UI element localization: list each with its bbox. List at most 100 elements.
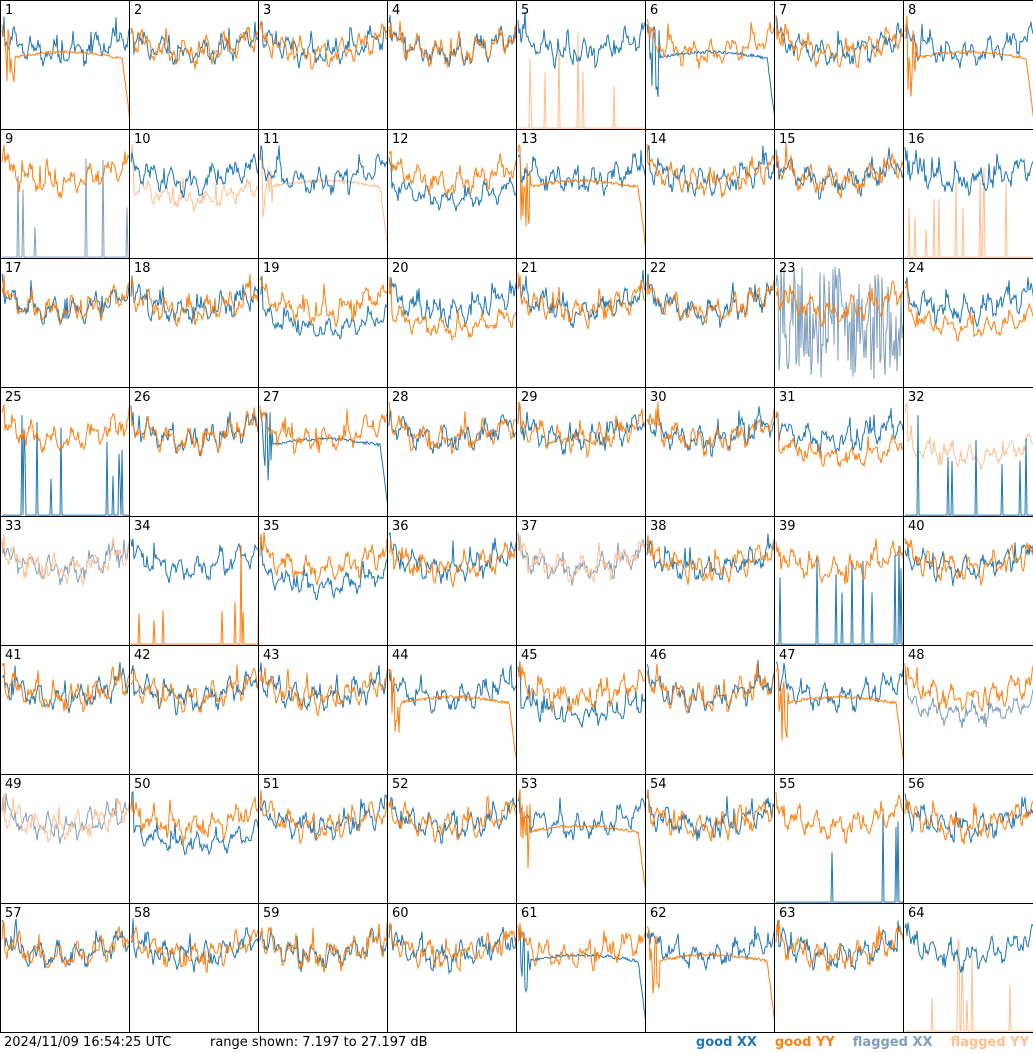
series-xx-good: [1, 662, 129, 714]
panel-number: 53: [521, 777, 538, 792]
panel-plot: [904, 537, 1033, 587]
series-xx-good: [130, 918, 258, 973]
antenna-panel: 6: [645, 0, 775, 130]
series-yy-flagged: [1, 792, 129, 843]
panel-number: 25: [5, 390, 22, 405]
panel-plot: [904, 403, 1033, 516]
antenna-panel: 34: [129, 516, 259, 646]
antenna-panel: 38: [645, 516, 775, 646]
series-yy-good: [388, 20, 516, 68]
legend-good-yy: good YY: [774, 1035, 835, 1050]
antenna-panel: 42: [129, 645, 259, 775]
panel-number: 5: [521, 3, 530, 18]
panel-plot: [646, 533, 774, 585]
antenna-panel: 17: [0, 258, 130, 388]
series-xx-good: [775, 15, 903, 66]
series-xx-good: [130, 275, 258, 325]
antenna-panel: 55: [774, 774, 904, 904]
panel-number: 30: [650, 390, 667, 405]
series-yy-good: [131, 544, 258, 645]
antenna-panel: 49: [0, 774, 130, 904]
panel-number: 29: [521, 390, 538, 405]
series-yy-good: [517, 401, 645, 459]
panel-plot: [1, 533, 129, 587]
series-xx-good: [1, 273, 129, 326]
series-xx-good: [904, 147, 1033, 197]
legend-good-xx: good XX: [695, 1035, 757, 1050]
antenna-panel: 61: [516, 903, 646, 1033]
panel-plot: [646, 401, 774, 458]
series-yy-good: [259, 667, 387, 718]
panel-number: 62: [650, 906, 667, 921]
panel-plot: [775, 266, 903, 379]
antenna-panel: 36: [387, 516, 517, 646]
series-xx-good: [904, 542, 1033, 587]
series-xx-good: [388, 663, 516, 714]
series-yy-good: [904, 15, 1033, 118]
antenna-panel: 4: [387, 0, 517, 130]
series-yy-flagged: [259, 154, 387, 246]
antenna-panel: 12: [387, 129, 517, 259]
antenna-panel: 28: [387, 387, 517, 517]
antenna-panel: 53: [516, 774, 646, 904]
series-yy-good: [388, 150, 516, 197]
antenna-panel: 47: [774, 645, 904, 775]
panel-plot: [904, 147, 1033, 258]
series-xx-good: [259, 145, 387, 196]
series-xx-good: [776, 814, 903, 903]
series-xx-good: [775, 920, 903, 972]
series-yy-flagged: [518, 31, 645, 129]
panel-number: 28: [392, 390, 409, 405]
panel-number: 45: [521, 648, 538, 663]
series-yy-good: [259, 20, 387, 71]
antenna-panel: 24: [903, 258, 1033, 388]
panel-number: 32: [908, 390, 925, 405]
panel-number: 14: [650, 132, 667, 147]
series-xx-flagged: [1, 793, 129, 844]
series-yy-good: [130, 796, 258, 846]
series-xx-good: [388, 924, 516, 975]
series-yy-good: [259, 789, 387, 844]
series-yy-good: [517, 272, 645, 330]
panel-plot: [130, 144, 258, 213]
antenna-panel: 8: [903, 0, 1033, 130]
series-xx-good: [775, 408, 903, 455]
panel-number: 9: [5, 132, 14, 147]
panel-plot: [259, 275, 387, 340]
panel-number: 41: [5, 648, 22, 663]
panel-number: 18: [134, 261, 151, 276]
series-xx-flagged: [517, 532, 645, 586]
panel-number: 43: [263, 648, 280, 663]
panel-plot: [388, 401, 516, 455]
antenna-panel: 41: [0, 645, 130, 775]
series-yy-good: [646, 143, 774, 198]
series-xx-good: [388, 796, 516, 844]
panel-number: 49: [5, 777, 22, 792]
panel-number: 57: [5, 906, 22, 921]
series-yy-good: [388, 401, 516, 455]
panel-plot: [517, 661, 645, 728]
antenna-panel: 21: [516, 258, 646, 388]
panel-number: 52: [392, 777, 409, 792]
panel-plot: [517, 143, 645, 248]
series-xx-good: [388, 532, 516, 584]
series-xx-good: [775, 147, 903, 200]
series-xx-good: [259, 927, 387, 972]
series-yy-good: [388, 794, 516, 844]
antenna-panel: 16: [903, 129, 1033, 259]
panel-number: 63: [779, 906, 796, 921]
series-yy-good: [1, 24, 129, 118]
series-xx-flagged: [775, 266, 903, 379]
panel-number: 10: [134, 132, 151, 147]
antenna-panel: 10: [129, 129, 259, 259]
series-xx-good: [775, 661, 903, 715]
panel-number: 7: [779, 3, 788, 18]
series-xx-good: [130, 405, 258, 457]
panel-plot: [1, 145, 129, 258]
antenna-panel: 56: [903, 774, 1033, 904]
series-xx-good: [2, 415, 129, 516]
panel-number: 44: [392, 648, 409, 663]
series-yy-good: [130, 407, 258, 457]
series-xx-good: [904, 21, 1033, 69]
series-yy-good: [904, 798, 1033, 845]
